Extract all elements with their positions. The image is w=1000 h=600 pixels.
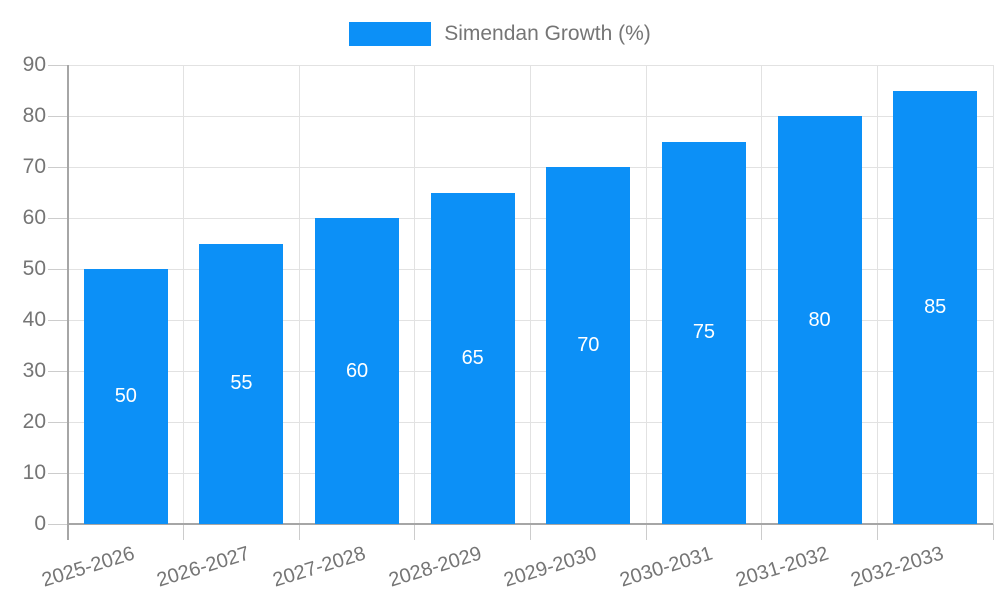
y-axis-tick xyxy=(48,319,68,321)
y-axis-label: 50 xyxy=(22,257,46,280)
y-axis-label: 40 xyxy=(22,308,46,331)
bar[interactable] xyxy=(777,116,862,524)
gridline-vertical xyxy=(876,65,878,524)
y-axis-label: 30 xyxy=(22,359,46,382)
bar[interactable] xyxy=(430,192,515,524)
gridline-vertical xyxy=(414,65,416,524)
gridline-vertical xyxy=(530,65,531,524)
legend-swatch-icon xyxy=(349,22,432,46)
y-axis-label: 10 xyxy=(22,461,46,484)
y-axis-line xyxy=(67,65,69,540)
x-axis-tick xyxy=(645,524,647,540)
x-axis-tick xyxy=(298,524,300,540)
x-axis-tick xyxy=(414,524,416,540)
x-axis-tick xyxy=(183,524,185,540)
x-axis-tick xyxy=(761,524,763,540)
y-axis-tick xyxy=(48,64,68,66)
bar[interactable] xyxy=(546,167,631,524)
x-axis-line xyxy=(68,523,993,525)
y-axis-label: 60 xyxy=(22,206,46,229)
gridline-vertical xyxy=(645,65,647,524)
y-axis-label: 20 xyxy=(22,410,46,433)
bar[interactable] xyxy=(661,141,746,524)
x-axis-tick xyxy=(992,524,994,540)
bar[interactable] xyxy=(315,218,400,524)
y-axis-tick xyxy=(48,115,68,117)
x-axis-tick xyxy=(876,524,878,540)
gridline-vertical xyxy=(298,65,300,524)
y-axis-label: 90 xyxy=(22,53,46,76)
legend[interactable]: Simendan Growth (%) xyxy=(0,22,1000,46)
y-axis-label: 70 xyxy=(22,155,46,178)
legend-label: Simendan Growth (%) xyxy=(444,22,651,45)
y-axis-tick xyxy=(48,472,68,474)
bar[interactable] xyxy=(83,269,168,524)
y-axis-tick xyxy=(48,370,68,372)
bar[interactable] xyxy=(893,90,978,524)
gridline-vertical xyxy=(761,65,763,524)
y-axis-tick xyxy=(48,421,68,423)
y-axis-tick xyxy=(48,523,68,525)
gridline-vertical xyxy=(992,65,994,524)
y-axis-tick xyxy=(48,166,68,168)
x-axis-tick xyxy=(530,524,531,540)
y-axis-tick xyxy=(48,268,68,270)
y-axis-label: 0 xyxy=(34,512,46,535)
bar[interactable] xyxy=(199,243,284,524)
gridline-vertical xyxy=(183,65,185,524)
y-axis-label: 80 xyxy=(22,104,46,127)
y-axis-tick xyxy=(48,217,68,219)
